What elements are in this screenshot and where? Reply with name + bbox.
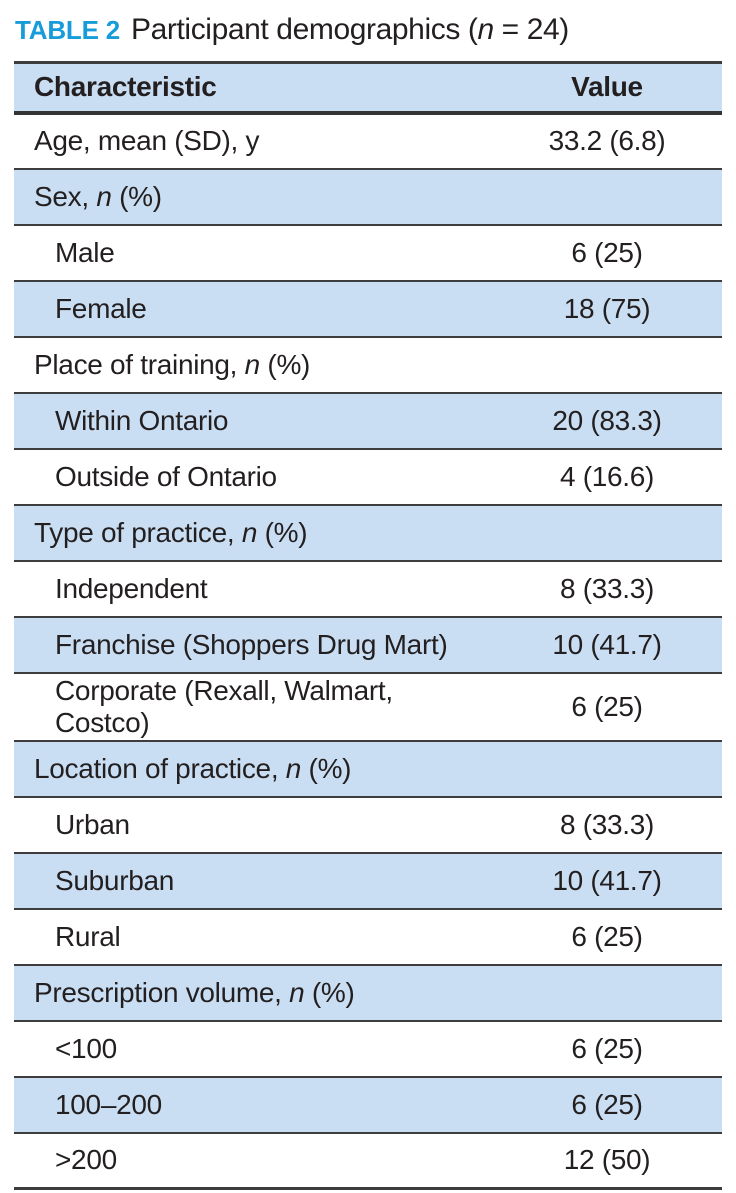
table-row: Outside of Ontario 4 (16.6) [14, 448, 722, 505]
characteristic-text: 100–200 [55, 1088, 162, 1120]
value-cell: 12 (50) [563, 1144, 651, 1176]
table-title-suffix: = 24) [493, 13, 570, 46]
characteristic-cell: Corporate (Rexall, Walmart, Costco) [14, 673, 492, 741]
column-header-characteristic: Characteristic [14, 62, 492, 115]
value-cell: 20 (83.3) [552, 404, 662, 436]
table-row: Suburban 10 (41.7) [14, 852, 722, 909]
value-cell [492, 965, 722, 1021]
characteristic-text: Place of training, [34, 348, 245, 380]
characteristic-text: Corporate (Rexall, Walmart, Costco) [55, 674, 393, 738]
header-row: Characteristic Value [14, 62, 722, 115]
value-cell [492, 169, 722, 225]
table-row: Urban 8 (33.3) [14, 796, 722, 853]
table-row: Within Ontario 20 (83.3) [14, 392, 722, 449]
characteristic-text: Age, mean (SD), y [34, 125, 260, 156]
table-row: <100 6 (25) [14, 1020, 722, 1077]
characteristic-cell: Type of practice, n (%) [14, 505, 492, 561]
table-row: Male 6 (25) [14, 224, 722, 281]
table-title: Participant demographics (n = 24) [131, 13, 569, 46]
table-row: Sex, n (%) [14, 168, 722, 225]
column-header-value: Value [492, 62, 722, 115]
table-row: Type of practice, n (%) [14, 504, 722, 561]
characteristic-cell: Location of practice, n (%) [14, 741, 492, 797]
value-cell [492, 337, 722, 393]
characteristic-cell: 100–200 [14, 1077, 492, 1133]
value-cell: 10 (41.7) [552, 864, 662, 896]
characteristic-text: >200 [55, 1144, 117, 1176]
characteristic-cell: >200 [14, 1133, 492, 1189]
characteristic-text: Franchise (Shoppers Drug Mart) [55, 628, 448, 660]
value-cell: 6 (25) [571, 236, 643, 268]
characteristic-suffix: (%) [259, 348, 311, 380]
characteristic-cell: Within Ontario [14, 393, 492, 449]
table-row: Corporate (Rexall, Walmart, Costco) 6 (25… [14, 672, 722, 741]
characteristic-text: Prescription volume, [34, 976, 290, 1008]
table-row: Franchise (Shoppers Drug Mart) 10 (41.7) [14, 616, 722, 673]
characteristic-text: Urban [55, 808, 130, 840]
characteristic-text: Female [55, 292, 147, 324]
characteristic-cell: Rural [14, 909, 492, 965]
table-row: Rural 6 (25) [14, 908, 722, 965]
table-row: Female 18 (75) [14, 280, 722, 337]
table-row: Independent 8 (33.3) [14, 560, 722, 617]
value-cell [492, 741, 722, 797]
characteristic-text: Rural [55, 920, 121, 952]
value-cell: 8 (33.3) [559, 572, 655, 604]
characteristic-text: <100 [55, 1032, 117, 1064]
characteristic-text: Location of practice, [34, 752, 286, 784]
characteristic-text: Outside of Ontario [55, 460, 277, 492]
characteristic-text: Suburban [55, 864, 175, 896]
table-label: TABLE 2 [15, 15, 121, 45]
value-cell: 8 (33.3) [559, 808, 655, 840]
table-row: Place of training, n (%) [14, 336, 722, 393]
characteristic-cell: Franchise (Shoppers Drug Mart) [14, 617, 492, 673]
characteristic-cell: Female [14, 281, 492, 337]
value-cell: 6 (25) [571, 690, 643, 722]
characteristic-cell: Outside of Ontario [14, 449, 492, 505]
value-cell [492, 505, 722, 561]
characteristic-cell: Age, mean (SD), y [14, 113, 492, 169]
characteristic-cell: Independent [14, 561, 492, 617]
value-cell: 33.2 (6.8) [548, 125, 666, 156]
characteristic-cell: Prescription volume, n (%) [14, 965, 492, 1021]
characteristic-suffix: (%) [111, 180, 162, 212]
table-row: Prescription volume, n (%) [14, 964, 722, 1021]
characteristic-n-italic: n [244, 348, 261, 380]
characteristic-n-italic: n [96, 180, 112, 212]
characteristic-cell: Urban [14, 797, 492, 853]
value-cell: 4 (16.6) [559, 460, 655, 492]
characteristic-suffix: (%) [257, 516, 308, 548]
table-title-n-italic: n [477, 13, 494, 46]
characteristic-cell: <100 [14, 1021, 492, 1077]
value-cell: 6 (25) [571, 1088, 643, 1120]
characteristic-text: Sex, [34, 180, 97, 212]
table-title-text: Participant demographics ( [131, 13, 478, 46]
demographics-table: Characteristic Value Age, mean (SD), y 33… [14, 61, 722, 1190]
characteristic-n-italic: n [285, 752, 302, 784]
value-cell: 6 (25) [571, 920, 643, 952]
characteristic-n-italic: n [241, 516, 258, 548]
table-row: >200 12 (50) [14, 1132, 722, 1189]
characteristic-n-italic: n [289, 976, 305, 1008]
characteristic-suffix: (%) [301, 752, 352, 784]
value-cell: 6 (25) [571, 1032, 643, 1064]
characteristic-suffix: (%) [304, 976, 355, 1008]
characteristic-cell: Sex, n (%) [14, 169, 492, 225]
characteristic-text: Within Ontario [55, 404, 229, 436]
table-row: Location of practice, n (%) [14, 740, 722, 797]
characteristic-cell: Male [14, 225, 492, 281]
characteristic-text: Male [55, 236, 115, 268]
characteristic-cell: Suburban [14, 853, 492, 909]
characteristic-cell: Place of training, n (%) [14, 337, 492, 393]
characteristic-text: Type of practice, [34, 516, 242, 548]
table-body: Age, mean (SD), y 33.2 (6.8) Sex, n (%) Mal… [14, 112, 722, 1189]
characteristic-text: Independent [55, 572, 208, 604]
value-cell: 18 (75) [563, 292, 651, 324]
table-caption: TABLE 2 Participant demographics (n = 24) [15, 12, 722, 48]
table-header: Characteristic Value [14, 62, 722, 115]
value-cell: 10 (41.7) [552, 628, 662, 660]
table-row: Age, mean (SD), y 33.2 (6.8) [14, 112, 722, 169]
table-row: 100–200 6 (25) [14, 1076, 722, 1133]
